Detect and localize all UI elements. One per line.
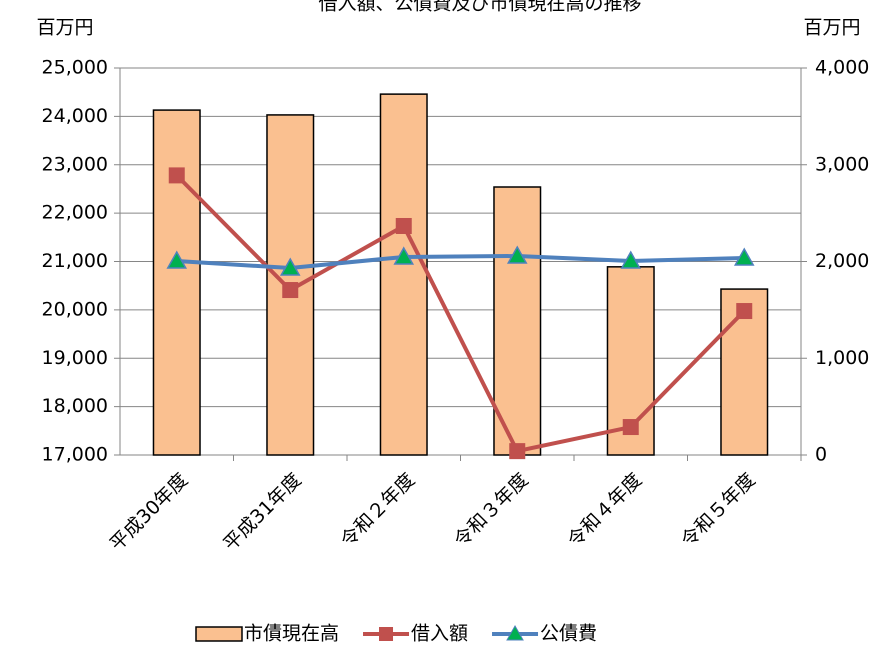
y-tick-label: 25,000 <box>42 57 108 79</box>
line-marker <box>395 217 412 234</box>
line-marker <box>620 250 642 269</box>
y2-tick-label: 1,000 <box>815 347 869 369</box>
y2-tick-label: 2,000 <box>815 250 869 272</box>
y2-axis-unit: 百万円 <box>803 17 860 39</box>
y-tick-label: 17,000 <box>42 444 108 466</box>
y-tick-label: 19,000 <box>42 347 108 369</box>
y-tick-label: 18,000 <box>42 395 108 417</box>
legend-marker <box>379 627 394 641</box>
line-marker <box>282 282 299 299</box>
line-marker <box>168 167 185 184</box>
x-tick-label: 令和５年度 <box>677 469 760 552</box>
line-marker <box>733 247 755 266</box>
legend-swatch <box>195 626 243 642</box>
legend-label: 市債現在高 <box>244 623 339 645</box>
bar <box>152 109 201 456</box>
x-tick-label: 令和４年度 <box>563 469 646 552</box>
y-tick-label: 22,000 <box>42 202 108 224</box>
bar <box>493 186 542 456</box>
line-marker <box>506 245 528 264</box>
bar <box>379 93 428 456</box>
legend-label: 借入額 <box>411 623 468 645</box>
legend-marker <box>506 624 524 641</box>
chart-title: 借入額、公債費及び市債現在高の推移 <box>318 0 641 15</box>
line-marker <box>622 419 639 436</box>
x-tick-label: 平成31年度 <box>219 469 305 555</box>
x-tick-label: 令和２年度 <box>336 469 419 552</box>
y-tick-label: 24,000 <box>42 105 108 127</box>
y2-tick-label: 3,000 <box>815 153 869 175</box>
x-tick-label: 平成30年度 <box>106 469 192 555</box>
line-marker <box>393 246 415 265</box>
line-marker <box>509 443 526 460</box>
line <box>175 173 746 454</box>
line-marker <box>279 257 301 276</box>
y-tick-label: 23,000 <box>42 153 108 175</box>
line-marker <box>166 250 188 269</box>
line <box>176 253 745 270</box>
y-tick-label: 21,000 <box>42 250 108 272</box>
x-tick-label: 令和３年度 <box>450 469 533 552</box>
y-axis-unit: 百万円 <box>36 17 93 39</box>
line-marker <box>736 303 753 320</box>
legend-label: 公債費 <box>540 623 597 645</box>
y-tick-label: 20,000 <box>42 298 108 320</box>
y2-tick-label: 0 <box>815 444 827 466</box>
y2-tick-label: 4,000 <box>815 57 869 79</box>
